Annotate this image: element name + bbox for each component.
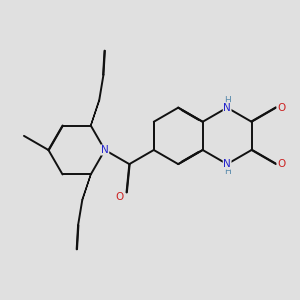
Text: O: O	[115, 192, 124, 202]
Text: H: H	[224, 167, 230, 176]
Polygon shape	[82, 174, 91, 200]
Text: N: N	[223, 159, 231, 169]
Text: O: O	[277, 103, 285, 113]
Text: N: N	[101, 145, 109, 155]
Text: H: H	[224, 96, 230, 105]
Polygon shape	[91, 100, 100, 126]
Text: N: N	[223, 103, 231, 113]
Text: O: O	[277, 159, 285, 169]
